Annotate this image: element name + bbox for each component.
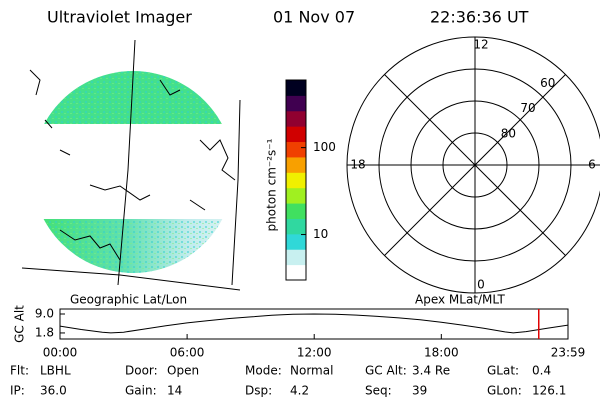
mlt-label: 0: [477, 278, 485, 292]
field-value: 0.4: [532, 364, 551, 378]
colorbar-swatch: [286, 218, 306, 235]
field-label: GC Alt:: [365, 364, 407, 378]
colorbar-frame: [285, 79, 307, 281]
colorbar-swatch: [286, 95, 306, 112]
mlt-label: 12: [473, 38, 488, 52]
colorbar-swatch: [286, 141, 306, 158]
field-value: Open: [167, 364, 199, 378]
alt-curve: [59, 313, 569, 334]
polar-spoke: [384, 74, 566, 256]
field-value: 36.0: [40, 384, 67, 398]
mlt-label: 6: [588, 158, 596, 172]
field-label: Gain:: [125, 384, 157, 398]
lat-ring: [410, 100, 540, 230]
alt-ytick-label: 1.8: [35, 325, 54, 339]
lat-ring: [378, 68, 572, 262]
field-value: LBHL: [40, 364, 71, 378]
lat-label: 70: [520, 101, 535, 115]
colorbar-swatch: [286, 172, 306, 189]
lat-ring: [442, 132, 508, 198]
field-label: Dsp:: [245, 384, 272, 398]
colorbar-label: photon cm⁻²s⁻¹: [265, 138, 279, 231]
alt-xtick-label: 00:00: [43, 346, 78, 360]
colorbar-swatch: [286, 264, 306, 281]
field-value: 126.1: [532, 384, 566, 398]
colorbar-swatch: [286, 233, 306, 250]
left-label: Geographic Lat/Lon: [70, 293, 187, 307]
uv-image: [32, 71, 234, 273]
colorbar-swatch: [286, 187, 306, 204]
alt-xtick-label: 23:59: [551, 346, 586, 360]
alt-xtick-label: 18:00: [424, 346, 459, 360]
time: 22:36:36 UT: [430, 8, 529, 27]
alt-xtick-label: 12:00: [297, 346, 332, 360]
field-label: Door:: [125, 364, 158, 378]
instrument-title: Ultraviolet Imager: [47, 8, 192, 27]
field-value: 14: [167, 384, 182, 398]
mlt-label: 18: [350, 158, 365, 172]
colorbar-swatch: [286, 249, 306, 266]
colorbar-tick-label: 10: [313, 227, 328, 241]
colorbar-tick-label: 100: [313, 140, 336, 154]
field-label: Seq:: [365, 384, 392, 398]
field-label: Mode:: [245, 364, 282, 378]
colorbar-swatch: [286, 110, 306, 127]
field-value: Normal: [290, 364, 333, 378]
field-label: IP:: [10, 384, 25, 398]
field-label: Flt:: [10, 364, 29, 378]
map-lines: [21, 39, 241, 291]
date: 01 Nov 07: [273, 8, 355, 27]
colorbar-swatch: [286, 80, 306, 96]
alt-label: GC Alt: [13, 305, 27, 343]
lat-label: 80: [501, 126, 516, 140]
field-value: 39: [412, 384, 427, 398]
colorbar-swatch: [286, 126, 306, 143]
alt-ytick-label: 9.0: [35, 307, 54, 321]
right-label: Apex MLat/MLT: [415, 293, 505, 307]
alt-xtick-label: 06:00: [170, 346, 205, 360]
field-label: GLon:: [487, 384, 522, 398]
field-value: 4.2: [290, 384, 309, 398]
field-value: 3.4 Re: [412, 364, 450, 378]
lat-label: 60: [540, 76, 555, 90]
field-label: GLat:: [487, 364, 519, 378]
colorbar-swatch: [286, 203, 306, 219]
colorbar-swatch: [286, 156, 306, 173]
